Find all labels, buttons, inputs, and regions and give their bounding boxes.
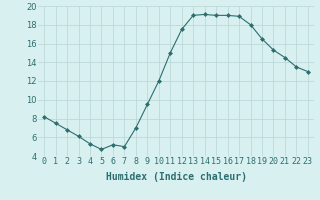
X-axis label: Humidex (Indice chaleur): Humidex (Indice chaleur) bbox=[106, 172, 246, 182]
